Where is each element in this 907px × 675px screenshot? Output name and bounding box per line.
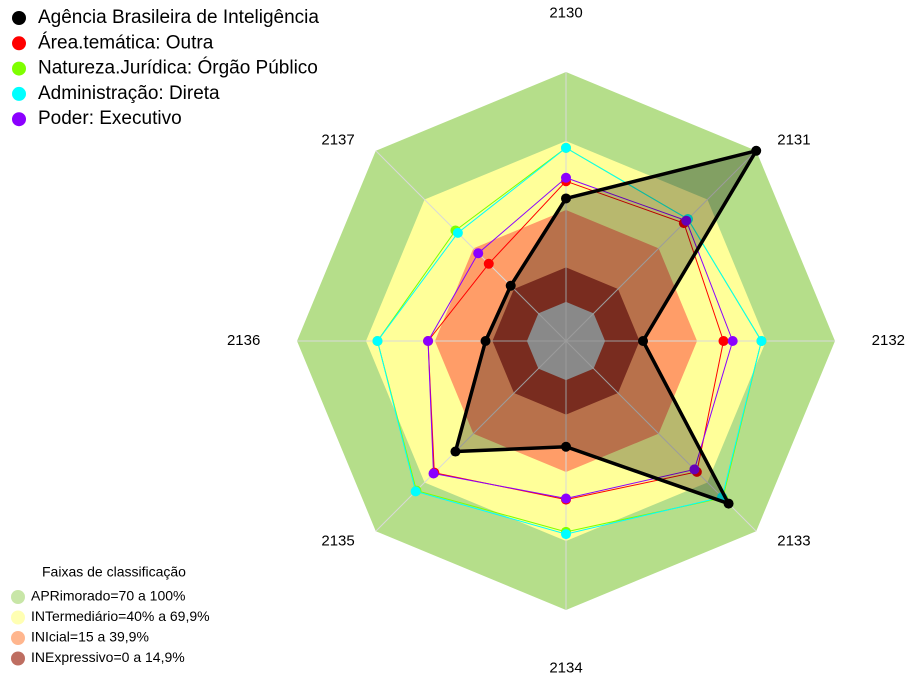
legend-marker xyxy=(12,112,26,127)
axis-label: 2132 xyxy=(872,332,905,349)
series-point xyxy=(450,446,461,457)
spoke xyxy=(565,150,757,342)
series-point xyxy=(452,227,463,238)
series-point xyxy=(727,336,738,346)
bands-legend-title: Faixas de classificação xyxy=(42,564,186,580)
series-point xyxy=(756,336,767,346)
axis-label: 2135 xyxy=(321,532,354,549)
axis-label: 2130 xyxy=(549,4,582,21)
band-legend-label: INIcial=15 a 39,9% xyxy=(31,629,149,645)
spoke xyxy=(375,150,567,342)
axis-label: 2131 xyxy=(777,132,810,149)
series-point xyxy=(681,215,692,226)
series-point xyxy=(410,486,421,497)
band-legend-marker xyxy=(11,590,25,604)
axis-label: 2136 xyxy=(227,332,260,349)
spoke xyxy=(375,340,567,532)
legend-label: Poder: Executivo xyxy=(38,108,182,129)
series-point xyxy=(689,464,700,475)
band-legend-marker xyxy=(11,610,25,625)
series-point xyxy=(561,193,571,204)
series-point xyxy=(561,172,571,183)
series-point xyxy=(480,336,491,346)
legend-marker xyxy=(12,36,26,51)
series-point xyxy=(718,336,729,346)
legend-marker xyxy=(12,86,26,101)
axis-label: 2134 xyxy=(549,660,582,675)
series-point xyxy=(751,145,762,156)
series-point xyxy=(638,336,649,346)
legend-marker xyxy=(12,11,26,25)
axis-label: 2137 xyxy=(321,132,354,149)
series-point xyxy=(423,336,434,346)
band-legend-marker xyxy=(11,651,25,666)
legend-marker xyxy=(12,61,26,76)
series-point xyxy=(561,493,571,504)
band-legend-label: INTermediário=40% a 69,9% xyxy=(31,608,210,624)
series-point xyxy=(428,468,439,479)
band-legend-label: INExpressivo=0 a 14,9% xyxy=(31,649,185,665)
axis-label: 2133 xyxy=(777,532,810,549)
series-point xyxy=(561,441,571,452)
band-legend-marker xyxy=(11,631,25,645)
series-point xyxy=(483,258,494,269)
band-legend-label: APRimorado=70 a 100% xyxy=(31,588,186,604)
legend-label: Administração: Direta xyxy=(38,83,220,104)
series-point xyxy=(561,529,571,540)
series-point xyxy=(561,142,571,153)
legend-label: Agência Brasileira de Inteligência xyxy=(38,7,319,28)
series-point xyxy=(723,498,734,509)
legend-label: Área.temática: Outra xyxy=(38,32,214,53)
series-point xyxy=(372,336,383,346)
series-point xyxy=(505,280,516,291)
legend-label: Natureza.Jurídica: Órgão Público xyxy=(38,57,318,79)
series-point xyxy=(473,248,484,259)
